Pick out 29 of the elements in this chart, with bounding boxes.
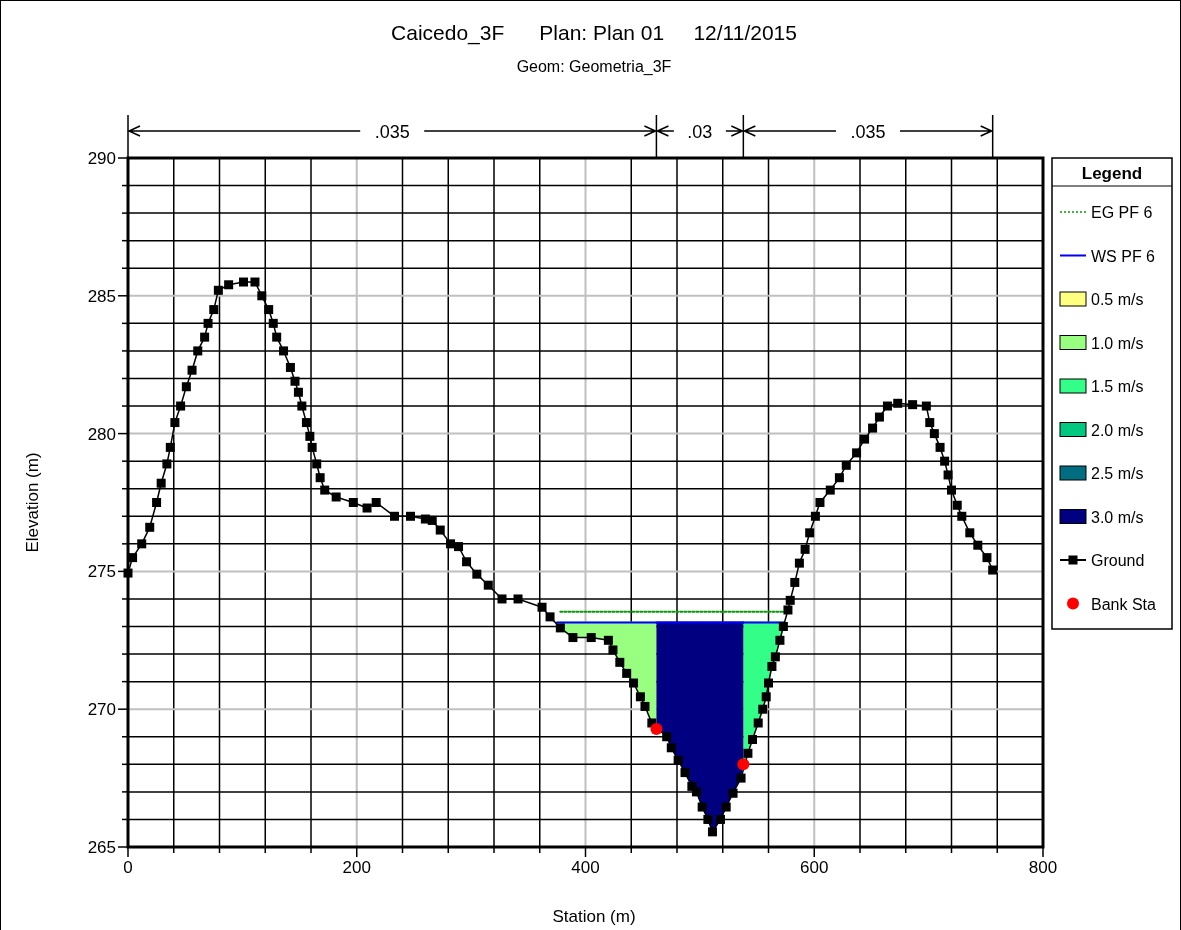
- legend-label: Bank Sta: [1091, 595, 1157, 613]
- x-axis-title: Station (m): [552, 907, 636, 926]
- legend-label: 3.0 m/s: [1091, 508, 1144, 526]
- legend-label: Ground: [1091, 552, 1145, 569]
- x-tick-label: 800: [1028, 858, 1058, 877]
- legend-label: 2.5 m/s: [1091, 465, 1144, 482]
- text: .03: [687, 122, 713, 142]
- text: .035: [850, 122, 886, 142]
- x-tick-label: 200: [342, 858, 371, 877]
- y-tick-label: 270: [87, 700, 116, 720]
- y-tick-label: 275: [87, 562, 116, 582]
- text: .035: [374, 122, 410, 142]
- x-tick-label: 600: [800, 858, 829, 877]
- y-tick-label: 280: [87, 424, 116, 444]
- legend-label: WS PF 6: [1091, 247, 1156, 265]
- x-tick-label: 400: [571, 858, 600, 877]
- y-axis-title: Elevation (m): [23, 452, 42, 553]
- y-tick-label: 290: [87, 149, 116, 168]
- legend-label: 2.0 m/s: [1091, 421, 1144, 439]
- legend-label: 0.5 m/s: [1091, 291, 1144, 308]
- legend-title: Legend: [1081, 164, 1143, 183]
- chart-subtitle: Geom: Geometria_3F: [516, 58, 672, 76]
- legend-label: EG PF 6: [1091, 204, 1153, 221]
- y-tick-label: 285: [87, 286, 116, 306]
- legend-label: 1.5 m/s: [1091, 378, 1144, 395]
- y-tick-label: 265: [87, 838, 116, 857]
- x-tick-label: 0: [123, 858, 133, 877]
- legend-label: 1.0 m/s: [1091, 334, 1144, 352]
- chart-title: Caicedo_3F Plan: Plan 01 12/11/2015: [391, 21, 797, 45]
